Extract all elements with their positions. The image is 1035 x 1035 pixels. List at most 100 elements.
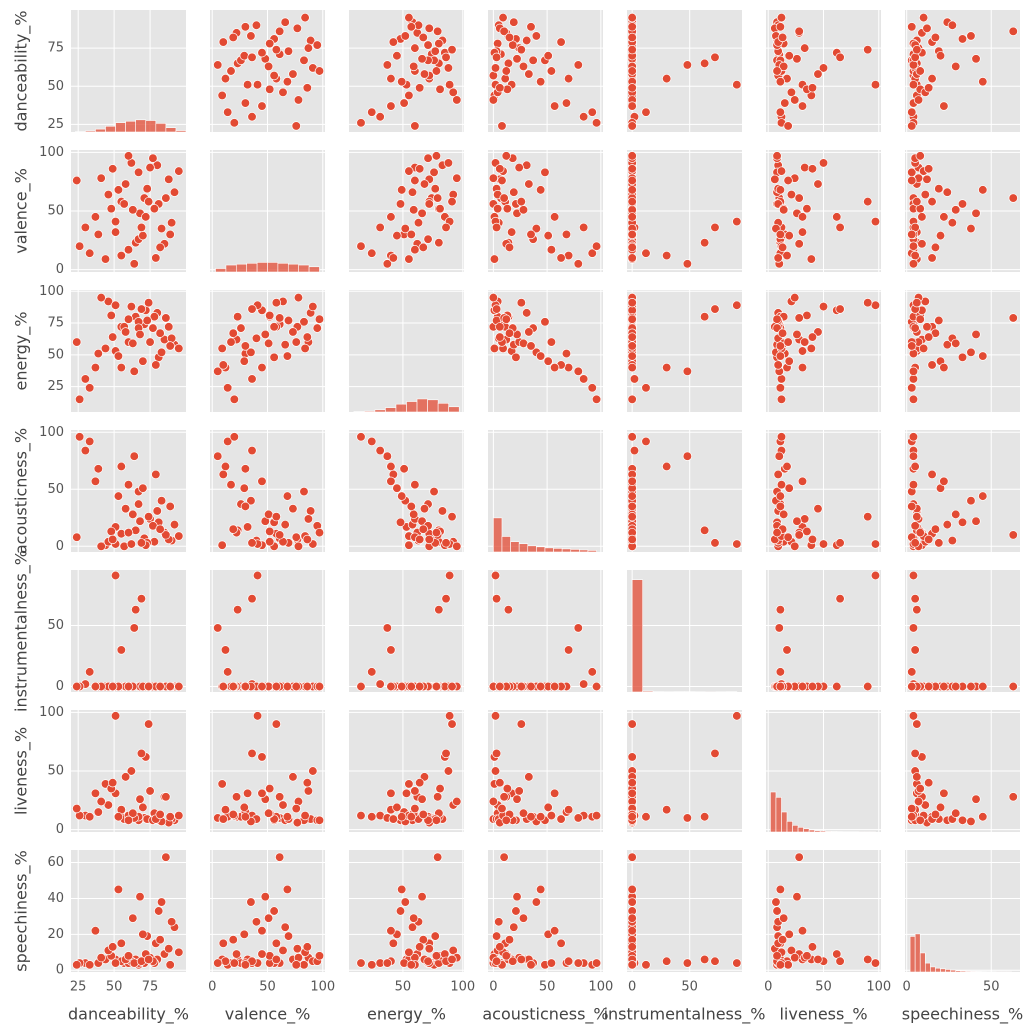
x-tick-label: 50 <box>815 980 832 995</box>
scatter-point <box>910 461 920 472</box>
scatter-point <box>145 337 155 347</box>
scatter-point <box>627 341 637 351</box>
scatter-point <box>432 26 443 36</box>
x-tick-label: 100 <box>588 980 613 995</box>
scatter-point <box>662 805 672 815</box>
scatter-point <box>907 229 917 240</box>
scatter-point <box>257 926 267 936</box>
scatter-point <box>240 681 251 692</box>
scatter-point <box>549 681 560 692</box>
panel <box>766 290 881 412</box>
scatter-point <box>72 175 82 186</box>
scatter-point <box>278 87 288 97</box>
scatter-point <box>415 942 425 952</box>
scatter-point <box>907 812 917 822</box>
panel <box>905 290 1020 412</box>
x-tick-label: 75 <box>142 980 159 995</box>
scatter-point <box>490 63 501 73</box>
scatter-point <box>108 332 118 342</box>
scatter-point <box>775 383 786 393</box>
scatter-point <box>240 22 251 32</box>
scatter-point <box>242 788 253 798</box>
scatter-point <box>563 956 574 966</box>
histogram-bar <box>246 262 258 273</box>
panel <box>766 150 881 272</box>
scatter-point <box>935 802 946 813</box>
scatter-point <box>495 942 505 952</box>
histogram-bar <box>803 828 810 833</box>
scatter-point <box>573 60 583 70</box>
y-tick-label: 100 <box>39 425 64 440</box>
scatter-point <box>627 101 637 111</box>
scatter-point <box>951 509 961 520</box>
scatter-point <box>218 469 228 480</box>
scatter-point <box>110 216 121 227</box>
histogram-bar <box>930 966 936 973</box>
scatter-point <box>404 254 414 264</box>
scatter-point <box>388 253 398 263</box>
scatter-point <box>524 69 534 79</box>
scatter-point <box>935 51 946 61</box>
scatter-point <box>971 516 981 526</box>
x-tick-label: 100 <box>866 980 891 995</box>
scatter-point <box>382 259 392 269</box>
scatter-point <box>443 766 454 776</box>
scatter-point <box>907 667 917 677</box>
scatter-point <box>627 314 637 324</box>
scatter-point <box>502 783 512 794</box>
scatter-point <box>142 315 152 326</box>
histogram-bar <box>115 122 126 133</box>
scatter-point <box>627 778 637 788</box>
scatter-point <box>772 906 782 916</box>
scatter-point <box>415 681 425 692</box>
scatter-point <box>239 51 249 61</box>
panel <box>766 430 881 552</box>
scatter-point <box>247 538 257 548</box>
scatter-point <box>910 521 920 531</box>
scatter-point <box>169 519 180 530</box>
panel <box>210 430 325 552</box>
scatter-point <box>556 938 566 948</box>
scatter-point <box>283 315 294 326</box>
scatter-point <box>732 711 742 721</box>
scatter-point <box>797 362 808 373</box>
scatter-point <box>771 897 781 907</box>
scatter-point <box>251 917 262 927</box>
scatter-point <box>782 461 792 472</box>
scatter-point <box>978 351 988 361</box>
scatter-point <box>74 394 85 404</box>
scatter-point <box>399 464 409 474</box>
scatter-point <box>910 323 920 333</box>
scatter-point <box>166 218 177 228</box>
scatter-point <box>863 512 873 522</box>
panel-background <box>627 570 742 692</box>
scatter-point <box>498 12 508 23</box>
scatter-point <box>96 173 106 183</box>
scatter-point <box>907 681 917 692</box>
scatter-point <box>314 527 325 538</box>
scatter-point <box>934 184 944 194</box>
scatter-point <box>710 222 720 233</box>
scatter-point <box>231 949 242 959</box>
scatter-point <box>511 352 521 363</box>
scatter-point <box>835 222 845 233</box>
scatter-point <box>278 800 288 810</box>
scatter-point <box>516 954 526 965</box>
scatter-point <box>291 121 301 131</box>
scatter-point <box>491 931 502 941</box>
histogram-bar <box>385 407 397 413</box>
panel <box>210 150 325 273</box>
x-tick-label: 0 <box>208 980 216 995</box>
scatter-point <box>506 227 517 237</box>
scatter-point <box>85 667 95 677</box>
scatter-point <box>441 538 451 548</box>
scatter-point <box>918 343 929 354</box>
scatter-point <box>774 451 784 461</box>
scatter-point <box>531 897 542 907</box>
panel-background <box>349 570 464 692</box>
scatter-point <box>257 362 267 373</box>
scatter-point <box>437 506 448 516</box>
scatter-point <box>218 360 228 370</box>
panel <box>905 710 1020 832</box>
scatter-point <box>732 300 742 310</box>
